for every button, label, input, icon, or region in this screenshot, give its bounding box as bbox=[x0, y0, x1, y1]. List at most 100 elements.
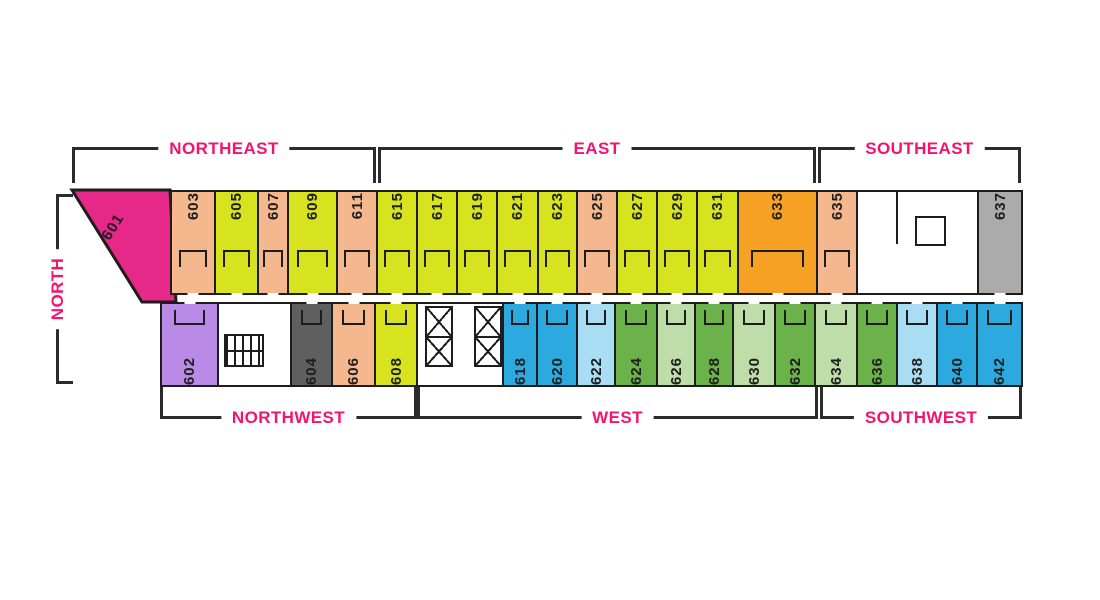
unit-631[interactable]: 631 bbox=[696, 190, 739, 295]
unit-number: 604 bbox=[303, 356, 320, 385]
unit-638[interactable]: 638 bbox=[896, 302, 938, 387]
unit-636[interactable]: 636 bbox=[856, 302, 898, 387]
unit-number: 628 bbox=[705, 356, 723, 385]
interior-walls bbox=[703, 310, 725, 325]
interior-walls bbox=[544, 250, 571, 267]
unit-609[interactable]: 609 bbox=[287, 190, 338, 295]
unit-622[interactable]: 622 bbox=[576, 302, 616, 387]
unit-611[interactable]: 611 bbox=[336, 190, 378, 295]
unit-number: 624 bbox=[627, 356, 645, 385]
interior-walls bbox=[987, 310, 1012, 325]
unit-number: 605 bbox=[228, 192, 245, 221]
unit-618[interactable]: 618 bbox=[502, 302, 538, 387]
unit-601-shape[interactable] bbox=[60, 186, 184, 308]
bracket-northwest: NORTHWEST bbox=[160, 384, 417, 428]
unit-number: 625 bbox=[588, 192, 606, 221]
interior-walls bbox=[384, 250, 410, 267]
interior-walls bbox=[665, 310, 687, 325]
interior-wall bbox=[896, 192, 898, 244]
unit-number: 606 bbox=[345, 356, 362, 385]
interior-walls bbox=[342, 310, 365, 325]
unit-619[interactable]: 619 bbox=[456, 190, 498, 295]
northeast-label: NORTHEAST bbox=[158, 138, 290, 159]
unit-617[interactable]: 617 bbox=[416, 190, 458, 295]
unit-604[interactable]: 604 bbox=[290, 302, 333, 387]
west-label: WEST bbox=[581, 407, 654, 428]
stairwell bbox=[217, 302, 292, 387]
unit-number: 627 bbox=[628, 192, 646, 221]
bracket-east: EAST bbox=[378, 138, 816, 183]
interior-walls bbox=[624, 250, 650, 267]
bracket-northeast: NORTHEAST bbox=[72, 138, 376, 183]
unit-number: 636 bbox=[868, 356, 886, 385]
elevator-shaft bbox=[425, 306, 453, 367]
elevator-shaft bbox=[474, 306, 502, 367]
stairs-icon bbox=[224, 334, 264, 367]
unit-637[interactable]: 637 bbox=[977, 190, 1023, 295]
interior-walls bbox=[546, 310, 568, 325]
interior-walls bbox=[424, 250, 450, 267]
unit-630[interactable]: 630 bbox=[732, 302, 776, 387]
northwest-label: NORTHWEST bbox=[220, 407, 357, 428]
unit-number: 629 bbox=[668, 192, 686, 221]
unit-number: 640 bbox=[948, 356, 966, 385]
unit-640[interactable]: 640 bbox=[936, 302, 978, 387]
unit-606[interactable]: 606 bbox=[331, 302, 376, 387]
interior-walls bbox=[624, 310, 648, 325]
unit-621[interactable]: 621 bbox=[496, 190, 539, 295]
unit-627[interactable]: 627 bbox=[616, 190, 658, 295]
unit-number: 635 bbox=[828, 192, 846, 221]
interior-walls bbox=[263, 250, 283, 267]
utility-room bbox=[856, 190, 979, 295]
unit-number: 621 bbox=[509, 192, 526, 221]
unit-634[interactable]: 634 bbox=[814, 302, 858, 387]
east-label: EAST bbox=[562, 138, 632, 159]
unit-605[interactable]: 605 bbox=[214, 190, 259, 295]
unit-number: 619 bbox=[468, 192, 486, 221]
interior-walls bbox=[464, 250, 490, 267]
interior-walls bbox=[824, 310, 848, 325]
unit-626[interactable]: 626 bbox=[656, 302, 696, 387]
unit-number: 615 bbox=[388, 192, 406, 221]
interior-walls bbox=[946, 310, 968, 325]
unit-602[interactable]: 602 bbox=[160, 302, 219, 387]
southwest-label: SOUTHWEST bbox=[853, 407, 989, 428]
unit-608[interactable]: 608 bbox=[374, 302, 418, 387]
unit-number: 623 bbox=[549, 192, 566, 221]
interior-walls bbox=[296, 250, 329, 267]
interior-walls bbox=[585, 310, 607, 325]
unit-number: 609 bbox=[304, 192, 321, 221]
unit-632[interactable]: 632 bbox=[774, 302, 816, 387]
unit-620[interactable]: 620 bbox=[536, 302, 578, 387]
unit-624[interactable]: 624 bbox=[614, 302, 658, 387]
elevator-icon bbox=[427, 308, 451, 336]
bracket-west: WEST bbox=[417, 384, 818, 428]
unit-629[interactable]: 629 bbox=[656, 190, 698, 295]
interior-walls bbox=[584, 250, 610, 267]
unit-number: 603 bbox=[184, 192, 202, 221]
elevator-icon bbox=[476, 335, 500, 365]
unit-number: 638 bbox=[908, 356, 926, 385]
interior-walls bbox=[704, 250, 731, 267]
unit-603[interactable]: 603 bbox=[170, 190, 216, 295]
unit-607[interactable]: 607 bbox=[257, 190, 289, 295]
interior-walls bbox=[174, 310, 205, 325]
unit-642[interactable]: 642 bbox=[976, 302, 1023, 387]
interior-walls bbox=[906, 310, 928, 325]
unit-635[interactable]: 635 bbox=[816, 190, 858, 295]
interior-walls bbox=[222, 250, 251, 267]
interior-walls bbox=[784, 310, 806, 325]
unit-number: 631 bbox=[709, 192, 726, 221]
unit-number: 608 bbox=[387, 356, 405, 385]
elevator-icon bbox=[427, 335, 451, 365]
unit-633[interactable]: 633 bbox=[737, 190, 818, 295]
unit-615[interactable]: 615 bbox=[376, 190, 418, 295]
interior-walls bbox=[344, 250, 370, 267]
unit-628[interactable]: 628 bbox=[694, 302, 734, 387]
unit-number: 617 bbox=[428, 192, 446, 221]
unit-625[interactable]: 625 bbox=[576, 190, 618, 295]
unit-number: 611 bbox=[348, 192, 366, 220]
unit-623[interactable]: 623 bbox=[537, 190, 578, 295]
unit-number: 607 bbox=[264, 192, 282, 221]
